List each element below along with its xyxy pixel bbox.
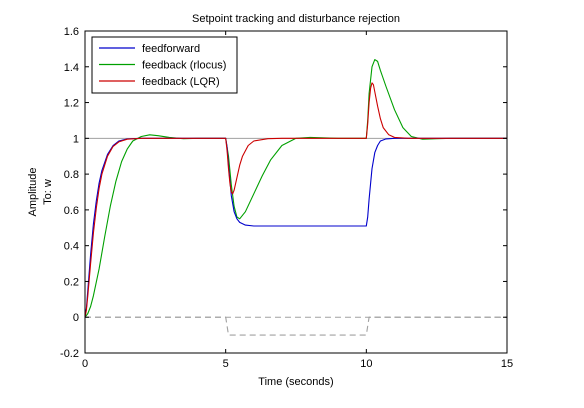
y-tick-label: 1.2	[64, 98, 79, 110]
chart-title: Setpoint tracking and disturbance reject…	[192, 13, 400, 25]
y-tick-label: 1.6	[64, 26, 79, 38]
series-line-feedforward	[84, 137, 507, 318]
y-tick-label: 0.6	[64, 205, 79, 217]
x-axis-label: Time (seconds)	[258, 376, 333, 388]
legend: feedforward feedback (rlocus) feedback (LQ…	[91, 36, 238, 94]
legend-label: feedback (rlocus)	[142, 60, 226, 72]
y-tick-label: 0.4	[64, 241, 79, 253]
y-tick-label: 0.2	[64, 276, 79, 288]
y-tick-label: 1	[73, 133, 79, 145]
ticks-group: 0 5 10 15-0.200.20.40.60.811.21.41.6	[60, 26, 513, 370]
y-axis-label: Amplitude	[27, 168, 39, 217]
legend-label: feedforward	[142, 43, 200, 55]
legend-items: feedforward feedback (rlocus) feedback (LQ…	[99, 43, 226, 88]
x-tick-label: 5	[223, 358, 229, 370]
y-tick-label: 1.4	[64, 62, 79, 74]
series-line-feedback-rlocus	[84, 59, 507, 318]
y-tick-label: 0.8	[64, 169, 79, 181]
x-tick-label: 10	[360, 358, 372, 370]
y-tick-label: 0	[73, 312, 79, 324]
y-axis-label-secondary: To: w	[42, 179, 54, 205]
plot-frame-overlay	[84, 30, 508, 354]
legend-label: feedback (LQR)	[142, 76, 220, 88]
x-tick-label: 15	[501, 358, 513, 370]
x-tick-label: 0	[82, 358, 88, 370]
y-tick-label: -0.2	[60, 348, 79, 360]
series-line-feedback-lqr	[84, 82, 507, 318]
series-group	[84, 59, 507, 336]
